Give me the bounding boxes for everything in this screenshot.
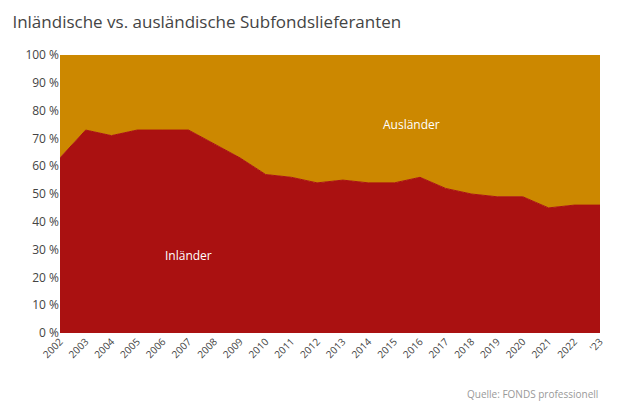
svg-text:2007: 2007 (168, 335, 194, 361)
svg-text:2009: 2009 (220, 335, 246, 361)
svg-text:2005: 2005 (117, 335, 143, 361)
svg-text:2018: 2018 (451, 335, 477, 361)
svg-text:90 %: 90 % (32, 74, 59, 91)
svg-text:80 %: 80 % (32, 102, 59, 119)
svg-text:2006: 2006 (142, 335, 168, 361)
svg-text:2013: 2013 (322, 335, 348, 361)
svg-text:2011: 2011 (271, 335, 297, 361)
svg-text:2012: 2012 (297, 335, 323, 361)
svg-text:40 %: 40 % (32, 213, 59, 230)
svg-text:10 %: 10 % (32, 296, 59, 313)
svg-text:Ausländer: Ausländer (383, 116, 440, 133)
svg-text:2019: 2019 (477, 335, 503, 361)
svg-text:Inländer: Inländer (165, 247, 212, 264)
svg-text:2008: 2008 (194, 335, 220, 361)
svg-text:70 %: 70 % (32, 130, 59, 147)
svg-text:0 %: 0 % (39, 324, 59, 341)
svg-text:2015: 2015 (374, 335, 400, 361)
svg-text:2002: 2002 (40, 335, 66, 361)
svg-text:2010: 2010 (245, 335, 271, 361)
svg-text:20 %: 20 % (32, 269, 59, 286)
svg-text:Quelle: FONDS professionell: Quelle: FONDS professionell (467, 387, 598, 401)
svg-text:30 %: 30 % (32, 241, 59, 258)
svg-text:2017: 2017 (425, 335, 451, 361)
svg-text:2003: 2003 (65, 335, 91, 361)
svg-text:2022: 2022 (554, 335, 580, 361)
svg-text:'23: '23 (586, 335, 606, 355)
svg-text:2004: 2004 (91, 335, 117, 361)
svg-text:2014: 2014 (348, 335, 374, 361)
svg-text:2021: 2021 (528, 335, 554, 361)
svg-text:100 %: 100 % (25, 46, 59, 63)
svg-text:2016: 2016 (400, 335, 426, 361)
svg-text:50 %: 50 % (32, 185, 59, 202)
svg-text:60 %: 60 % (32, 157, 59, 174)
svg-text:Inländische vs. ausländische S: Inländische vs. ausländische Subfondslie… (12, 10, 401, 33)
svg-text:2020: 2020 (502, 335, 528, 361)
